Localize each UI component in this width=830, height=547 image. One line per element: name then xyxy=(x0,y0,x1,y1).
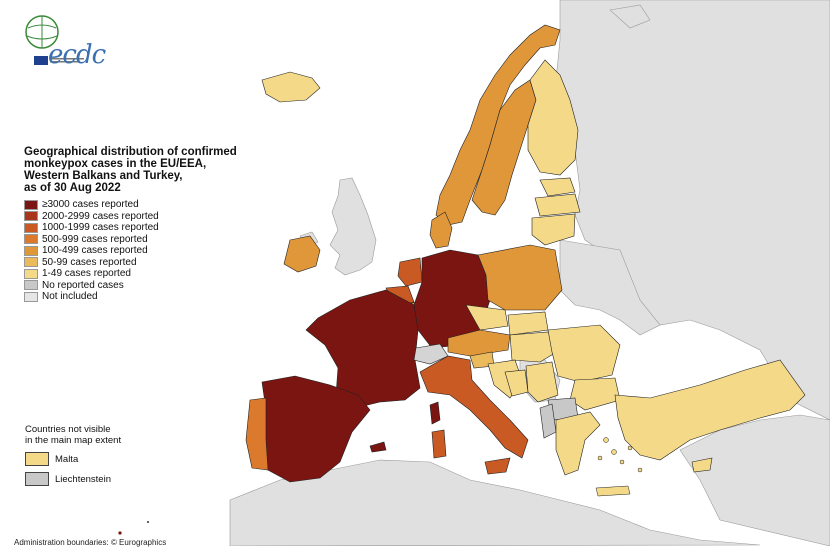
turkey xyxy=(614,359,806,461)
sicily xyxy=(484,457,511,475)
legend-label: Not included xyxy=(42,291,98,303)
cyprus xyxy=(691,457,713,473)
globe-icon xyxy=(25,15,84,65)
credit-text: Administration boundaries: © Eurographic… xyxy=(14,538,167,547)
legend-item: 100-499 cases reported xyxy=(24,245,244,257)
not-visible-label: Malta xyxy=(55,453,79,465)
finland xyxy=(527,59,579,176)
legend-swatch xyxy=(24,234,38,245)
legend-label: 50-99 cases reported xyxy=(42,256,137,268)
legend-title-line: as of 30 Aug 2022 xyxy=(24,182,121,194)
malta-marker xyxy=(118,531,122,535)
legend-item: No reported cases xyxy=(24,280,244,292)
czechia xyxy=(465,304,509,331)
sardinia xyxy=(431,429,447,459)
legend-title-line: monkeypox cases in the EU/EEA, xyxy=(24,158,207,170)
legend-title-line: Geographical distribution of confirmed xyxy=(24,146,237,158)
france xyxy=(305,289,421,409)
legend-swatch xyxy=(24,222,38,233)
legend-title: Geographical distribution of confirmed m… xyxy=(24,146,244,194)
legend-swatch xyxy=(24,280,38,291)
greek-islands xyxy=(595,437,643,497)
not-visible-item: Liechtenstein xyxy=(25,472,121,486)
not-visible-title-line: Countries not visible xyxy=(25,424,111,435)
legend-item: 2000-2999 cases reported xyxy=(24,211,244,223)
legend-title-line: Western Balkans and Turkey, xyxy=(24,170,183,182)
not-visible-item: Malta xyxy=(25,452,121,466)
corsica xyxy=(429,401,441,425)
legend-label: 1000-1999 cases reported xyxy=(42,222,159,234)
denmark xyxy=(429,211,453,249)
not-visible-title-line: in the main map extent xyxy=(25,435,122,446)
legend-swatch xyxy=(24,211,38,222)
map-legend: Geographical distribution of confirmed m… xyxy=(24,146,244,303)
slovakia xyxy=(507,311,549,336)
small-marker xyxy=(147,521,149,523)
serbia xyxy=(525,361,559,403)
legend-swatch xyxy=(24,291,38,302)
legend-item: 1000-1999 cases reported xyxy=(24,222,244,234)
legend-label: 1-49 cases reported xyxy=(42,268,131,280)
not-visible-swatch xyxy=(25,452,49,466)
not-visible-items: Malta Liechtenstein xyxy=(25,452,121,486)
legend-item: 50-99 cases reported xyxy=(24,257,244,269)
lithuania xyxy=(531,213,576,246)
iceland xyxy=(261,71,321,103)
legend-label: 500-999 cases reported xyxy=(42,233,148,245)
netherlands xyxy=(397,257,423,287)
not-visible-label: Liechtenstein xyxy=(55,473,111,485)
legend-label: No reported cases xyxy=(42,279,124,291)
italy xyxy=(419,355,529,459)
austria xyxy=(447,329,511,357)
legend-label: 2000-2999 cases reported xyxy=(42,210,159,222)
legend-item: 1-49 cases reported xyxy=(24,268,244,280)
legend-label: 100-499 cases reported xyxy=(42,245,148,257)
estonia xyxy=(539,177,576,197)
logo-text: ecdc xyxy=(48,40,106,70)
not-visible-box: Countries not visible in the main map ex… xyxy=(25,424,121,486)
balearic-islands xyxy=(369,441,387,453)
portugal xyxy=(245,397,269,471)
bulgaria xyxy=(569,377,621,411)
not-visible-swatch xyxy=(25,472,49,486)
legend-swatch xyxy=(24,268,38,279)
ecdc-logo: ecdc xyxy=(20,10,106,70)
legend-swatch xyxy=(24,257,38,268)
romania xyxy=(547,324,621,383)
legend-item: ≥3000 cases reported xyxy=(24,199,244,211)
legend-items: ≥3000 cases reported 2000-2999 cases repo… xyxy=(24,199,244,303)
poland xyxy=(477,244,563,311)
legend-item: Not included xyxy=(24,291,244,303)
switzerland xyxy=(413,343,449,365)
legend-label: ≥3000 cases reported xyxy=(42,199,139,211)
not-visible-title: Countries not visible in the main map ex… xyxy=(25,424,121,446)
legend-swatch xyxy=(24,245,38,256)
norway xyxy=(435,24,561,226)
legend-swatch xyxy=(24,199,38,210)
legend-item: 500-999 cases reported xyxy=(24,234,244,246)
greece xyxy=(555,411,601,476)
latvia xyxy=(534,193,581,217)
hungary xyxy=(509,331,561,363)
ireland xyxy=(283,235,321,273)
